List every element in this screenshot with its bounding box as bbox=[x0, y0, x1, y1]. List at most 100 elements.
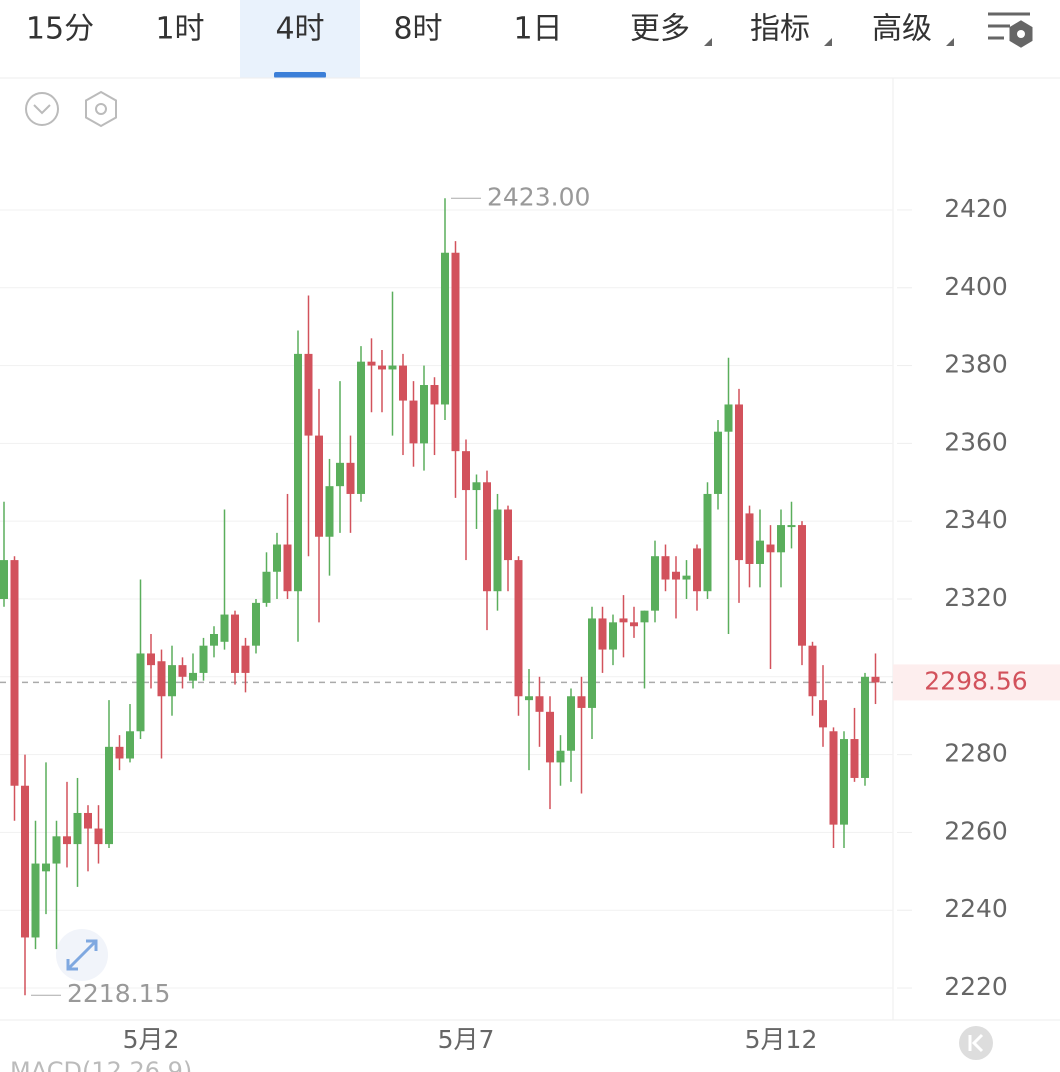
candle-body bbox=[84, 812, 92, 829]
candle-body bbox=[714, 431, 722, 494]
candle-body bbox=[651, 556, 659, 611]
candle-body bbox=[556, 750, 565, 763]
candle-body bbox=[577, 696, 586, 708]
candle-body bbox=[241, 645, 250, 673]
candle-body bbox=[525, 696, 533, 701]
candle-body bbox=[472, 482, 481, 491]
y-tick-label: 2280 bbox=[944, 739, 1008, 768]
candle-body bbox=[52, 836, 61, 864]
x-tick-label: 5月12 bbox=[745, 1025, 818, 1054]
candle-body bbox=[798, 525, 806, 646]
candle-body bbox=[745, 513, 754, 564]
y-tick-label: 2340 bbox=[944, 505, 1008, 534]
candle-body bbox=[336, 462, 344, 487]
y-tick-label: 2220 bbox=[944, 972, 1008, 1001]
candle-body bbox=[294, 353, 302, 592]
candle-body bbox=[483, 482, 491, 592]
candle-body bbox=[766, 544, 775, 553]
candle-body bbox=[304, 353, 313, 436]
candle-body bbox=[126, 731, 134, 759]
candle-body bbox=[661, 556, 670, 580]
candle-body bbox=[273, 544, 281, 572]
annotation-label: 2423.00 bbox=[487, 182, 590, 211]
y-tick-label: 2320 bbox=[944, 583, 1008, 612]
candle-body bbox=[787, 525, 796, 528]
collapse-icon[interactable] bbox=[25, 92, 59, 126]
candle-body bbox=[147, 653, 155, 666]
menu-caret bbox=[704, 38, 712, 46]
settings-icon[interactable] bbox=[988, 12, 1033, 48]
candle-body bbox=[546, 711, 554, 763]
candle-body bbox=[199, 645, 208, 673]
candle-body bbox=[210, 634, 218, 646]
candle-body bbox=[514, 560, 523, 697]
candle-body bbox=[451, 252, 460, 452]
candle-body bbox=[157, 661, 166, 697]
candle-body bbox=[840, 739, 848, 825]
tab[interactable]: 8时 bbox=[393, 12, 442, 47]
candle-body bbox=[367, 361, 376, 366]
candle-body bbox=[136, 653, 145, 732]
candle-body bbox=[588, 618, 596, 708]
annotation-label: 2218.15 bbox=[67, 979, 170, 1008]
candle-body bbox=[619, 618, 628, 623]
candle-body bbox=[682, 575, 691, 580]
candle-body bbox=[462, 451, 470, 491]
candle-body bbox=[115, 746, 124, 759]
expand-button[interactable] bbox=[56, 929, 108, 981]
candle-body bbox=[325, 486, 334, 537]
candle-body bbox=[42, 863, 50, 872]
candle-body bbox=[777, 525, 785, 553]
candle-body bbox=[105, 746, 113, 845]
candle-body bbox=[735, 404, 743, 561]
candle-body bbox=[819, 700, 827, 728]
tab[interactable]: 高级 bbox=[872, 12, 932, 47]
candle-body bbox=[861, 676, 869, 778]
candle-body bbox=[63, 836, 71, 845]
tab[interactable]: 4时 bbox=[275, 12, 324, 47]
candle-body bbox=[420, 385, 428, 444]
y-tick-label: 2400 bbox=[944, 272, 1008, 301]
back-button[interactable] bbox=[959, 1026, 993, 1060]
candle-body bbox=[756, 540, 764, 564]
menu-caret bbox=[946, 38, 954, 46]
hex-icon[interactable] bbox=[85, 90, 117, 128]
candle-body bbox=[808, 645, 817, 697]
candle-body bbox=[493, 509, 502, 592]
y-tick-label: 2420 bbox=[944, 194, 1008, 223]
indicator-label: MACD(12,26,9) bbox=[10, 1057, 192, 1072]
last-price-box bbox=[893, 664, 1060, 701]
candle-body bbox=[388, 365, 397, 370]
tab[interactable]: 15分 bbox=[26, 12, 94, 47]
candle-body bbox=[724, 404, 733, 432]
candle-body bbox=[231, 614, 239, 673]
y-tick-label: 2380 bbox=[944, 350, 1008, 379]
candle-body bbox=[283, 544, 292, 592]
tab[interactable]: 1日 bbox=[513, 12, 562, 47]
candle-body bbox=[346, 462, 355, 494]
candle-body bbox=[178, 665, 187, 677]
candle-body bbox=[535, 696, 544, 712]
candle-body bbox=[829, 731, 838, 825]
active-tab-underline bbox=[274, 72, 326, 78]
candle-body bbox=[598, 618, 607, 650]
candle-body bbox=[850, 739, 859, 778]
y-tick-label: 2360 bbox=[944, 427, 1008, 456]
last-price-label: 2298.56 bbox=[924, 666, 1027, 695]
candle-body bbox=[73, 812, 82, 845]
candle-body bbox=[220, 614, 229, 642]
candle-body bbox=[315, 435, 323, 537]
candle-body bbox=[703, 493, 712, 592]
y-tick-label: 2260 bbox=[944, 816, 1008, 845]
tab[interactable]: 1时 bbox=[155, 12, 204, 47]
candle-body bbox=[399, 365, 407, 401]
candle-body bbox=[567, 696, 575, 751]
candle-body bbox=[357, 361, 365, 494]
tab[interactable]: 更多 bbox=[630, 12, 690, 47]
candle-body bbox=[693, 548, 701, 592]
y-tick-label: 2240 bbox=[944, 894, 1008, 923]
x-tick-label: 5月7 bbox=[438, 1025, 495, 1054]
tab[interactable]: 指标 bbox=[750, 12, 810, 47]
